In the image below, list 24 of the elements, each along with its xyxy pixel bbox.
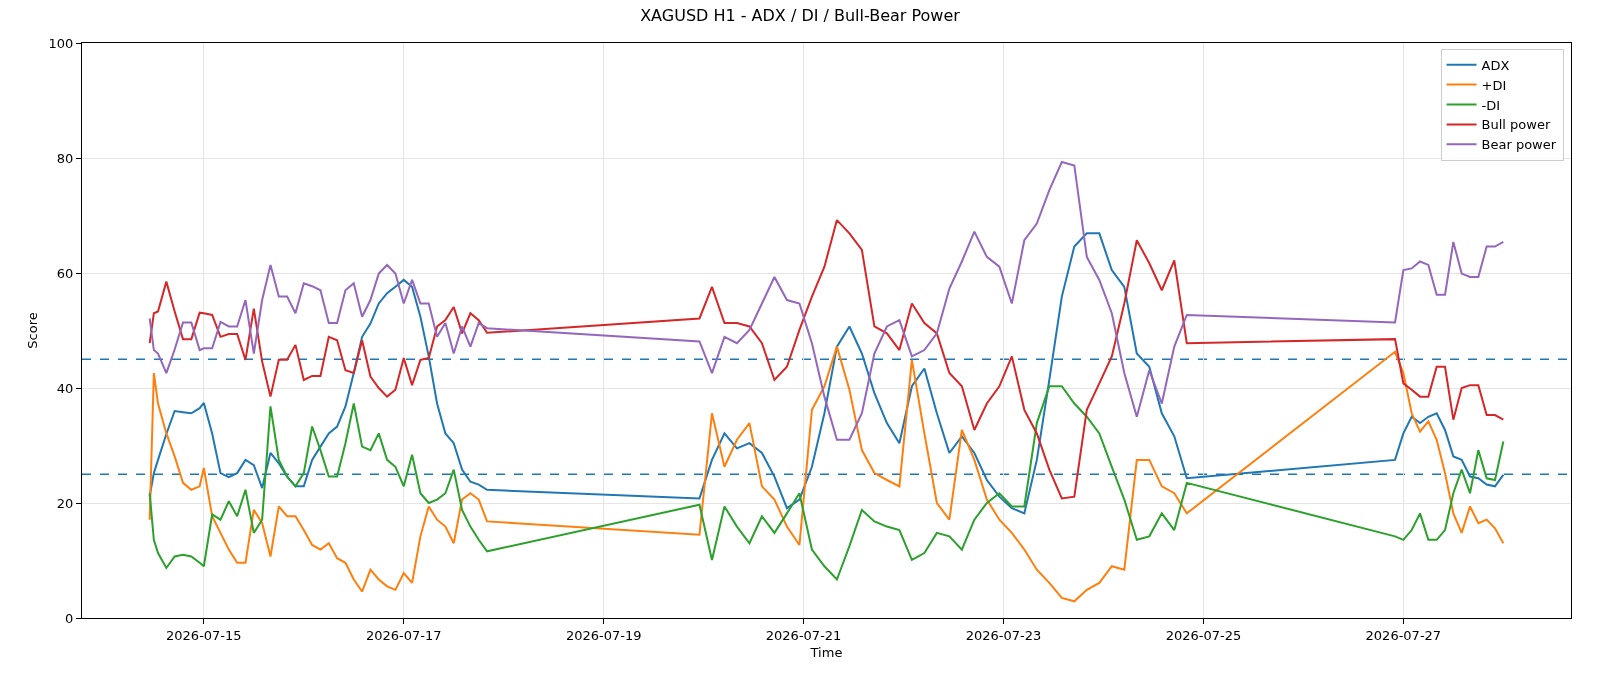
line-series — [148, 385, 1505, 581]
y-tick-label: 40 — [56, 380, 74, 396]
x-tick-label: 2026-07-19 — [565, 627, 642, 643]
line-series — [148, 345, 1505, 603]
x-tick-label: 2026-07-25 — [1165, 627, 1242, 643]
x-tick-label: 2026-07-27 — [1365, 627, 1442, 643]
y-tick-label: 0 — [65, 610, 74, 626]
y-axis-title: Score — [24, 312, 40, 349]
legend-label: +DI — [1481, 77, 1507, 93]
x-axis-title: Time — [809, 645, 843, 661]
legend-label: Bull power — [1481, 117, 1551, 133]
y-tick-label: 60 — [56, 265, 74, 281]
x-tick-label: 2026-07-23 — [965, 627, 1042, 643]
line-series — [148, 161, 1505, 441]
y-tick-label: 20 — [56, 495, 74, 511]
legend-label: Bear power — [1481, 137, 1557, 153]
legend-label: -DI — [1481, 97, 1501, 113]
x-tick-label: 2026-07-17 — [365, 627, 442, 643]
x-tick-label: 2026-07-21 — [765, 627, 842, 643]
legend-label: ADX — [1481, 57, 1510, 73]
y-tick-label: 80 — [56, 150, 74, 166]
y-tick-label: 100 — [48, 35, 74, 51]
x-tick-label: 2026-07-15 — [166, 627, 242, 643]
chart-title: XAGUSD H1 - ADX / DI / Bull-Bear Power — [640, 6, 961, 26]
